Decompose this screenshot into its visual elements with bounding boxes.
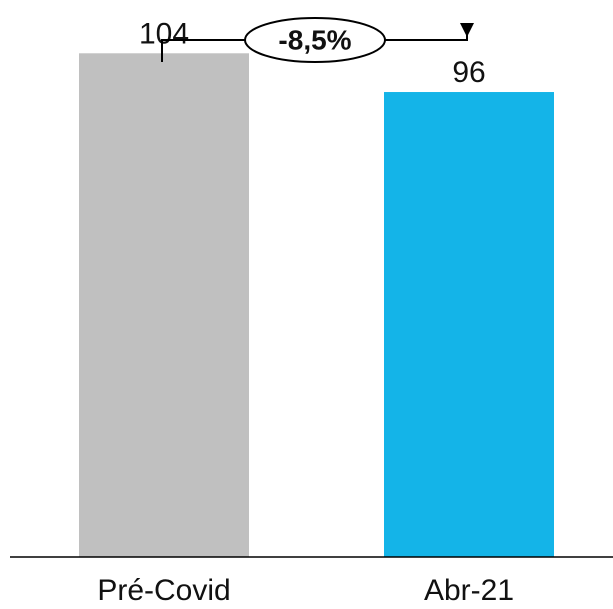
value-labels-group: 104 96 — [139, 17, 486, 89]
change-annotation: -8,5% — [161, 17, 474, 63]
bar-0 — [79, 53, 249, 557]
arrowhead-icon — [460, 23, 474, 38]
category-label-0: Pré-Covid — [97, 574, 230, 607]
value-label-1: 96 — [452, 56, 485, 89]
change-badge — [244, 17, 386, 63]
category-label-1: Abr-21 — [424, 574, 514, 607]
bar-1 — [384, 92, 554, 557]
bars-group — [79, 53, 554, 557]
category-labels-group: Pré-Covid Abr-21 — [97, 574, 514, 607]
value-label-0: 104 — [139, 17, 189, 50]
change-percentage-label: -8,5% — [278, 25, 351, 56]
